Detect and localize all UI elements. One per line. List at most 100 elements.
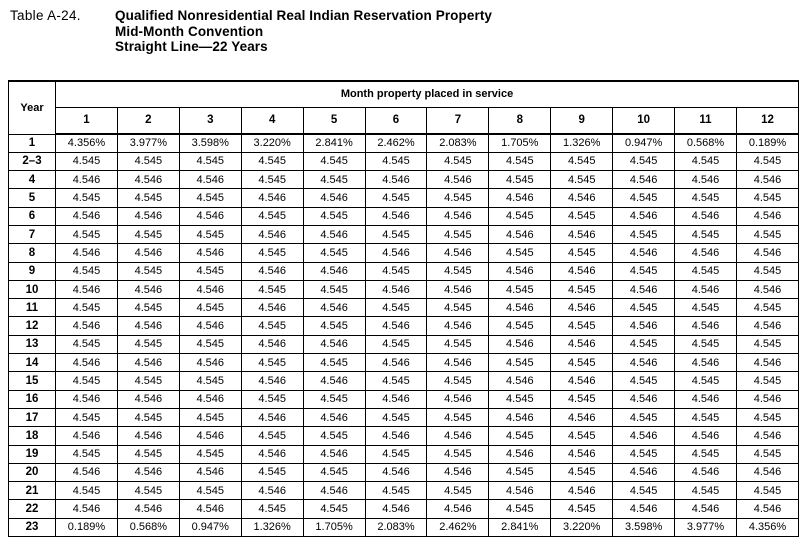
rate-cell: 4.356%: [735, 517, 800, 538]
rate-cell: 4.546: [550, 444, 614, 464]
rate-cell: 4.546: [178, 243, 242, 263]
rate-cell: 4.546: [426, 426, 490, 446]
rate-cell: 4.545: [550, 170, 614, 190]
rate-cell: 4.546: [240, 334, 304, 355]
rate-cell: 4.545: [302, 426, 366, 446]
rate-cell: 4.546: [364, 279, 428, 300]
rate-cell: 4.545: [612, 224, 676, 245]
rate-cell: 4.546: [674, 279, 737, 300]
rate-cell: 4.545: [426, 444, 490, 464]
rate-cell: 4.546: [735, 389, 800, 409]
rate-cell: 4.545: [302, 499, 366, 519]
rate-cell: 4.545: [178, 188, 242, 208]
rate-cell: 4.545: [612, 298, 676, 318]
rate-cell: 1.326%: [240, 517, 304, 538]
rate-cell: 4.545: [116, 371, 180, 391]
rate-cell: 4.356%: [55, 133, 118, 153]
rate-cell: 4.545: [178, 444, 242, 464]
rate-cell: 4.545: [735, 188, 800, 208]
rate-cell: 4.545: [612, 371, 676, 391]
month-group-header: Month property placed in service: [55, 80, 799, 108]
rate-cell: 2.083%: [364, 517, 428, 538]
rate-cell: 4.546: [612, 170, 676, 190]
month-column-header: 3: [178, 106, 242, 135]
rate-cell: 4.545: [240, 499, 304, 519]
rate-cell: 4.545: [488, 389, 552, 409]
rate-cell: 4.545: [240, 353, 304, 373]
rate-cell: 1.326%: [550, 133, 614, 153]
rate-cell: 4.546: [302, 444, 366, 464]
rate-cell: 4.545: [674, 407, 737, 428]
rate-cell: 4.545: [116, 151, 180, 172]
table-row: 4 4.546 4.546 4.546 4.545 4.545 4.546 4.546 4.54…: [8, 170, 800, 190]
year-cell: 21: [8, 481, 56, 501]
rate-cell: 4.545: [116, 261, 180, 281]
rate-cell: 4.545: [674, 224, 737, 245]
rate-cell: 4.545: [240, 151, 304, 172]
rate-cell: 4.545: [612, 188, 676, 208]
rate-cell: 4.545: [364, 261, 428, 281]
table-row: 8 4.546 4.546 4.546 4.545 4.545 4.546 4.546 4.54…: [8, 243, 800, 263]
year-cell: 20: [8, 462, 56, 483]
rate-cell: 4.545: [550, 426, 614, 446]
rate-cell: 4.546: [178, 170, 242, 190]
rate-cell: 4.546: [116, 243, 180, 263]
rate-cell: 4.545: [426, 298, 490, 318]
rate-cell: 4.545: [426, 261, 490, 281]
rate-cell: 4.545: [302, 279, 366, 300]
rate-cell: 3.220%: [240, 133, 304, 153]
rate-cell: 4.545: [550, 316, 614, 336]
year-cell: 17: [8, 407, 56, 428]
rate-cell: 4.546: [488, 224, 552, 245]
rate-cell: 4.546: [612, 462, 676, 483]
rate-cell: 4.546: [735, 462, 800, 483]
rate-cell: 4.545: [116, 298, 180, 318]
year-cell: 10: [8, 279, 56, 300]
table-row: 7 4.545 4.545 4.545 4.546 4.546 4.545 4.545 4.54…: [8, 224, 800, 245]
rate-cell: 4.546: [178, 206, 242, 226]
rate-cell: 1.705%: [302, 517, 366, 538]
rate-cell: 3.598%: [612, 517, 676, 538]
rate-cell: 4.546: [364, 499, 428, 519]
table-row: 11 4.545 4.545 4.545 4.546 4.546 4.545 4.545 4.5…: [8, 298, 800, 318]
rate-cell: 4.545: [364, 481, 428, 501]
rate-cell: 4.546: [302, 407, 366, 428]
table-row: 1 4.356% 3.977% 3.598% 3.220% 2.841% 2.462% 2.0…: [8, 133, 800, 153]
rate-cell: 2.841%: [488, 517, 552, 538]
month-column-header: 4: [240, 106, 304, 135]
rate-cell: 4.546: [55, 243, 118, 263]
rate-cell: 4.545: [55, 151, 118, 172]
year-cell: 22: [8, 499, 56, 519]
rate-cell: 4.545: [116, 481, 180, 501]
rate-cell: 4.545: [240, 426, 304, 446]
rate-cell: 4.545: [116, 224, 180, 245]
rate-cell: 4.546: [612, 316, 676, 336]
table-row: 19 4.545 4.545 4.545 4.546 4.546 4.545 4.545 4.5…: [8, 444, 800, 464]
rate-cell: 4.546: [240, 298, 304, 318]
rate-cell: 4.545: [364, 151, 428, 172]
table-row: 9 4.545 4.545 4.545 4.546 4.546 4.545 4.545 4.54…: [8, 261, 800, 281]
rate-cell: 4.546: [735, 206, 800, 226]
rate-cell: 4.545: [116, 444, 180, 464]
rate-cell: 0.189%: [735, 133, 800, 153]
table-title-line-3: Straight Line—22 Years: [115, 39, 268, 54]
rate-cell: 4.545: [674, 371, 737, 391]
rate-cell: 4.546: [116, 426, 180, 446]
rate-cell: 4.546: [488, 298, 552, 318]
rate-cell: 4.545: [674, 444, 737, 464]
rate-cell: 2.462%: [364, 133, 428, 153]
rate-cell: 4.545: [612, 481, 676, 501]
year-cell: 11: [8, 298, 56, 318]
rate-cell: 4.545: [178, 407, 242, 428]
rate-cell: 3.220%: [550, 517, 614, 538]
rate-cell: 4.545: [550, 353, 614, 373]
rate-cell: 4.545: [674, 151, 737, 172]
rate-cell: 4.546: [735, 279, 800, 300]
rate-cell: 4.546: [550, 407, 614, 428]
rate-cell: 4.546: [364, 389, 428, 409]
rate-cell: 2.083%: [426, 133, 490, 153]
rate-cell: 4.545: [240, 462, 304, 483]
month-column-header: 9: [550, 106, 614, 135]
